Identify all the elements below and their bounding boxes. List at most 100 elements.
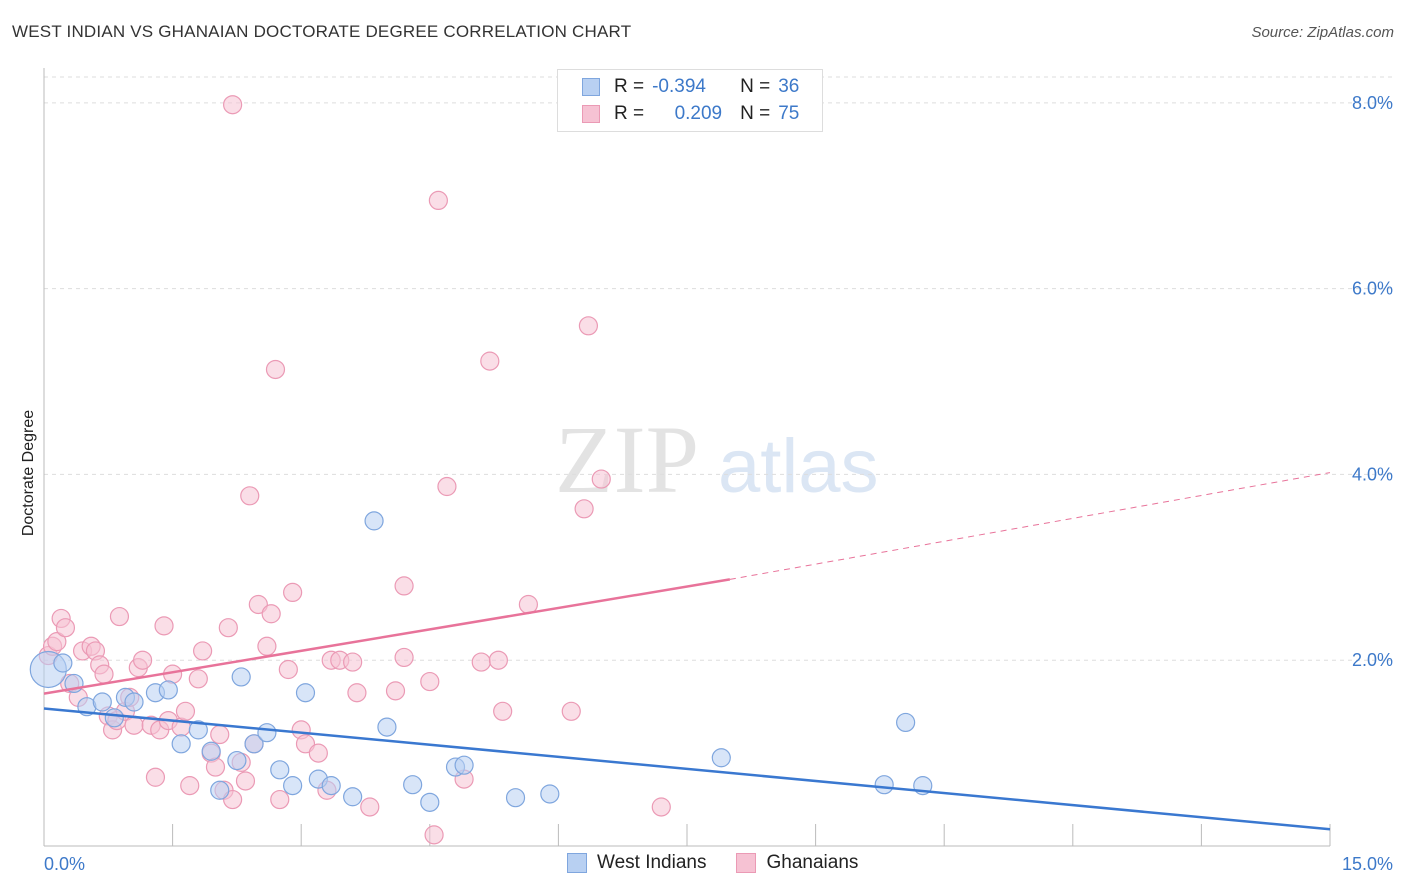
west-indian-point [210, 780, 230, 800]
ghanaian-point [145, 767, 166, 787]
legend-swatch-blue [582, 78, 600, 96]
ghanaian-point [124, 715, 144, 735]
legend-n-label: N = [740, 76, 771, 97]
west-indian-point [124, 692, 144, 712]
ghanaian-point [308, 743, 328, 763]
y-tick-label: 4.0% [1352, 464, 1393, 484]
legend-swatch-pink [582, 105, 600, 123]
west-indian-point [104, 708, 124, 728]
west-indian-point [270, 760, 290, 780]
ghanaian-point [578, 316, 599, 336]
west-indian-point [420, 792, 440, 812]
ghanaian-point [428, 190, 448, 211]
ghanaian-point [424, 825, 444, 845]
ghanaian-point [154, 616, 174, 636]
west-indian-point [711, 748, 731, 768]
west-indian-point [454, 755, 474, 775]
ghanaian-point [193, 641, 213, 661]
ghanaian-trend-line [43, 578, 731, 695]
west-indian-point [188, 720, 208, 740]
bottom-legend-label: Ghanaians [766, 852, 859, 873]
ghanaian-point [257, 636, 277, 656]
ghanaian-point [385, 681, 406, 701]
bottom-legend: West Indians Ghanaians [567, 852, 888, 874]
ghanaian-point [278, 659, 298, 680]
ghanaian-point [175, 701, 196, 721]
west-indian-point [505, 788, 526, 808]
ghanaian-point [471, 652, 491, 672]
ghanaian-point [210, 724, 230, 745]
ghanaian-point [488, 650, 508, 670]
west-indian-point [171, 734, 191, 754]
ghanaian-point [205, 757, 226, 777]
ghanaian-point [265, 359, 286, 380]
ghanaian-point [235, 771, 256, 791]
data-points [29, 95, 933, 845]
bottom-legend-west-indians: West Indians [567, 852, 706, 874]
ghanaian-point [574, 499, 594, 519]
legend-r-label: R = [614, 76, 645, 97]
ghanaian-point [360, 797, 380, 817]
ghanaian-point [394, 576, 414, 596]
chart-title: WEST INDIAN VS GHANAIAN DOCTORATE DEGREE… [12, 22, 632, 41]
west-indian-point [92, 692, 112, 712]
source-label: Source: ZipAtlas.com [1251, 24, 1394, 41]
ghanaian-point [132, 650, 153, 670]
west-indian-point [874, 775, 894, 795]
ghanaian-point [437, 476, 457, 497]
bottom-legend-ghanaians: Ghanaians [736, 852, 858, 874]
west-indian-point [201, 741, 221, 761]
legend-row-west-indians: R = -0.394 N = 36 [582, 76, 799, 98]
ghanaian-trend-extension [729, 472, 1331, 580]
ghanaian-point [180, 776, 200, 796]
legend-row-ghanaians: R = 0.209 N = 75 [582, 103, 799, 125]
west-indian-point [540, 784, 560, 804]
ghanaian-point [270, 789, 290, 810]
ghanaian-point [591, 469, 611, 489]
ghanaian-point [248, 594, 268, 615]
ghanaian-point [109, 606, 130, 627]
x-ticks [172, 824, 1331, 846]
legend-r-label: R = [614, 103, 645, 124]
ghanaian-point [347, 683, 367, 703]
west-indian-point [227, 750, 247, 771]
legend-n-value: 36 [778, 76, 800, 97]
west-indian-point [896, 712, 916, 733]
west-indian-point [283, 776, 303, 796]
y-tick-label: 8.0% [1352, 93, 1393, 113]
legend-n-value: 75 [778, 103, 800, 124]
ghanaian-point [240, 486, 260, 506]
ghanaian-point [218, 618, 238, 638]
ghanaian-point [480, 351, 500, 371]
trend-lines [43, 472, 1331, 831]
west-indian-point [231, 667, 251, 687]
bottom-legend-label: West Indians [597, 852, 707, 873]
ghanaian-point [223, 789, 243, 810]
west-indian-point [321, 776, 341, 796]
ghanaian-point [55, 618, 76, 638]
watermark: ZIP atlas [555, 406, 879, 513]
x-tick-label-min: 0.0% [44, 854, 85, 874]
ghanaian-point [651, 797, 671, 817]
west-indian-point [377, 717, 397, 737]
ghanaian-point [493, 701, 513, 721]
ghanaian-point [261, 604, 281, 624]
y-tick-labels: 2.0% 4.0% 6.0% 8.0% [1352, 93, 1393, 670]
ghanaian-point [223, 95, 243, 115]
west-indian-point [257, 723, 277, 743]
bottom-swatch-pink [736, 853, 757, 873]
y-tick-label: 2.0% [1352, 650, 1393, 670]
west-indian-point [343, 787, 363, 807]
west-indian-point [158, 680, 178, 700]
west-indian-point [295, 683, 316, 703]
ghanaian-point [283, 582, 303, 603]
y-tick-label: 6.0% [1352, 279, 1393, 299]
ghanaian-point [343, 652, 363, 672]
legend-n-label: N = [740, 103, 771, 124]
ghanaian-point [561, 701, 581, 721]
ghanaian-point [47, 632, 67, 652]
x-tick-label-max: 15.0% [1342, 854, 1393, 874]
grid [44, 76, 1392, 661]
ghanaian-point [420, 671, 440, 692]
watermark-atlas: atlas [718, 424, 879, 509]
